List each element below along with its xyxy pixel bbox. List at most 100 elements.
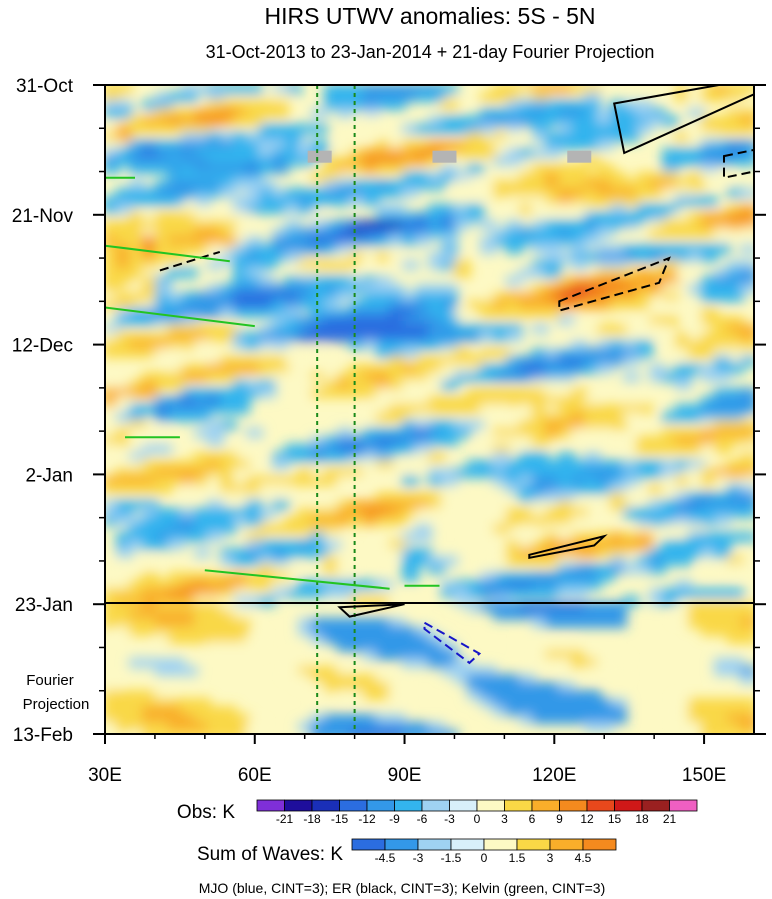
anomaly-cell	[636, 212, 653, 222]
projection-cell	[467, 666, 484, 676]
anomaly-cell	[610, 460, 627, 470]
projection-cell	[727, 722, 744, 732]
anomaly-cell	[675, 500, 692, 510]
anomaly-cell	[181, 484, 198, 494]
anomaly-cell	[272, 556, 289, 566]
y-tick-label: 13-Feb	[13, 725, 73, 746]
anomaly-cell	[311, 452, 328, 462]
anomaly-cell	[584, 404, 601, 414]
projection-cell	[610, 610, 627, 620]
anomaly-cell	[584, 172, 601, 182]
projection-cell	[584, 618, 601, 628]
anomaly-cell	[688, 284, 705, 294]
anomaly-cell	[363, 196, 380, 206]
anomaly-cell	[350, 196, 367, 206]
anomaly-cell	[155, 316, 172, 326]
anomaly-cell	[246, 164, 263, 174]
anomaly-cell	[545, 252, 562, 262]
anomaly-cell	[688, 468, 705, 478]
anomaly-cell	[415, 148, 432, 158]
anomaly-cell	[493, 180, 510, 190]
anomaly-cell	[194, 156, 211, 166]
anomaly-cell	[636, 188, 653, 198]
anomaly-cell	[194, 172, 211, 182]
anomaly-cell	[389, 236, 406, 246]
anomaly-cell	[142, 516, 159, 526]
anomaly-cell	[519, 396, 536, 406]
anomaly-cell	[220, 588, 237, 598]
projection-cell	[376, 674, 393, 684]
anomaly-cell	[324, 516, 341, 526]
anomaly-cell	[558, 372, 575, 382]
anomaly-cell	[662, 548, 679, 558]
projection-cell	[701, 722, 718, 732]
anomaly-cell	[662, 156, 679, 166]
anomaly-cell	[155, 108, 172, 118]
anomaly-cell	[740, 500, 754, 510]
anomaly-cell	[181, 85, 198, 94]
anomaly-cell	[623, 284, 640, 294]
anomaly-cell	[246, 172, 263, 182]
anomaly-cell	[545, 148, 562, 158]
anomaly-cell	[376, 148, 393, 158]
anomaly-cell	[207, 428, 224, 438]
anomaly-cell	[441, 364, 458, 374]
anomaly-cell	[181, 228, 198, 238]
projection-cell	[363, 626, 380, 636]
anomaly-cell	[142, 500, 159, 510]
anomaly-cell	[727, 404, 744, 414]
anomaly-cell	[207, 300, 224, 310]
anomaly-cell	[584, 188, 601, 198]
anomaly-cell	[350, 332, 367, 342]
anomaly-cell	[142, 588, 159, 598]
anomaly-cell	[415, 372, 432, 382]
anomaly-cell	[259, 524, 276, 534]
anomaly-cell	[168, 372, 185, 382]
anomaly-cell	[597, 172, 614, 182]
anomaly-cell	[142, 268, 159, 278]
anomaly-cell	[662, 228, 679, 238]
anomaly-cell	[532, 324, 549, 334]
anomaly-cell	[246, 260, 263, 270]
anomaly-cell	[155, 116, 172, 126]
anomaly-cell	[454, 356, 471, 366]
anomaly-cell	[246, 508, 263, 518]
anomaly-cell	[584, 212, 601, 222]
anomaly-cell	[246, 196, 263, 206]
anomaly-cell	[142, 124, 159, 134]
anomaly-cell	[272, 148, 289, 158]
anomaly-cell	[142, 116, 159, 126]
anomaly-cell	[727, 340, 744, 350]
anomaly-cell	[389, 92, 406, 102]
anomaly-cell	[597, 260, 614, 270]
anomaly-cell	[610, 188, 627, 198]
anomaly-cell	[727, 148, 744, 158]
anomaly-cell	[220, 476, 237, 486]
anomaly-cell	[506, 508, 523, 518]
anomaly-cell	[415, 420, 432, 430]
projection-cell	[220, 642, 237, 652]
anomaly-cell	[545, 268, 562, 278]
anomaly-cell	[649, 372, 666, 382]
anomaly-cell	[597, 188, 614, 198]
anomaly-cell	[363, 580, 380, 590]
anomaly-cell	[246, 548, 263, 558]
anomaly-cell	[675, 548, 692, 558]
anomaly-cell	[181, 476, 198, 486]
anomaly-cell	[519, 588, 536, 598]
projection-cell	[363, 618, 380, 628]
waves-colorbar-swatch	[450, 838, 485, 851]
anomaly-cell	[480, 300, 497, 310]
anomaly-cell	[532, 164, 549, 174]
anomaly-cell	[220, 492, 237, 502]
anomaly-cell	[272, 85, 289, 94]
anomaly-cell	[545, 228, 562, 238]
anomaly-cell	[532, 100, 549, 110]
anomaly-cell	[324, 388, 341, 398]
obs-colorbar-level-label: 6	[529, 812, 536, 826]
anomaly-cell	[675, 524, 692, 534]
anomaly-cell	[493, 572, 510, 582]
anomaly-cell	[142, 572, 159, 582]
projection-label-line1: Fourier	[26, 672, 74, 689]
anomaly-cell	[233, 252, 250, 262]
